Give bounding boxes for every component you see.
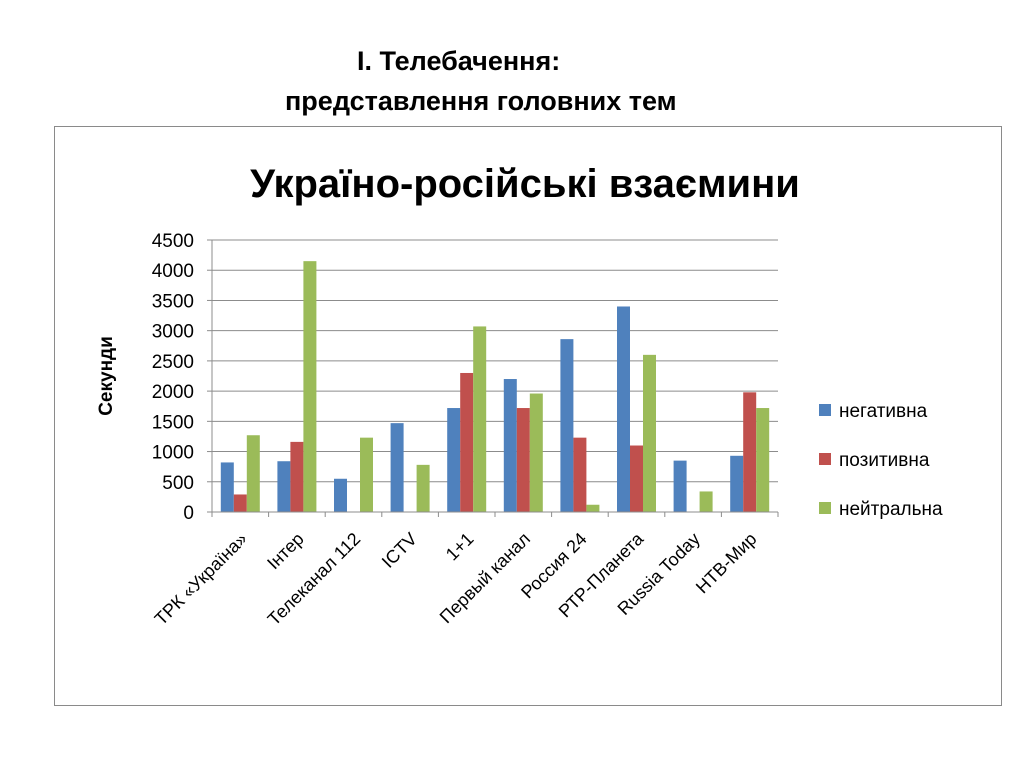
y-tick-label: 1000 <box>152 443 194 464</box>
y-tick-label: 3500 <box>152 291 194 312</box>
bar <box>503 379 517 512</box>
x-tick-label: 1+1 <box>442 529 478 565</box>
bar <box>516 408 530 512</box>
y-tick-label: 4500 <box>152 231 194 252</box>
bar <box>416 464 430 512</box>
x-tick-label: Інтер <box>263 529 308 574</box>
bar <box>220 462 234 512</box>
y-tick-label: 0 <box>183 503 194 524</box>
x-tick-label: ICTV <box>378 529 421 572</box>
bar <box>460 372 474 512</box>
bar <box>529 393 543 512</box>
bar <box>586 504 600 512</box>
legend-swatch <box>819 453 831 465</box>
bar <box>277 461 291 512</box>
bar <box>233 494 247 512</box>
y-tick-label: 2000 <box>152 382 194 403</box>
x-tick-label: НТВ-Мир <box>692 529 761 598</box>
y-axis-label: Секунди <box>96 336 117 416</box>
slide-title-line2: представлення головних тем <box>285 86 677 116</box>
bar <box>699 491 713 512</box>
bar <box>573 437 587 512</box>
y-tick-label: 4000 <box>152 261 194 282</box>
legend-swatch <box>819 404 831 416</box>
y-tick-label: 3000 <box>152 322 194 343</box>
bar <box>617 306 630 512</box>
slide-title: І. Телебачення: представлення головних т… <box>0 0 1024 130</box>
bar <box>290 441 304 512</box>
bar <box>643 354 656 512</box>
y-tick-label: 500 <box>162 473 194 494</box>
legend-swatch <box>819 502 831 514</box>
legend-label: нейтральна <box>839 499 943 520</box>
bar <box>673 460 687 512</box>
y-tick-label: 2500 <box>152 352 194 373</box>
bar <box>447 408 461 512</box>
bar <box>390 423 404 512</box>
y-axis-ticks: 0 500 1000 1500 2000 2500 3000 3500 4000 4500 <box>152 231 212 524</box>
legend-label: позитивна <box>839 450 930 471</box>
bar <box>303 261 317 512</box>
bar <box>360 437 373 512</box>
bar <box>756 408 770 512</box>
bar <box>743 392 757 512</box>
bar <box>730 455 744 512</box>
bar <box>246 435 260 512</box>
bar <box>473 326 487 512</box>
legend: негативна позитивна нейтральна <box>819 401 943 520</box>
legend-label: негативна <box>839 401 928 422</box>
bar <box>560 339 574 512</box>
bar <box>630 445 643 512</box>
bar <box>334 478 347 512</box>
axes <box>211 240 779 517</box>
slide-title-line1: І. Телебачення: <box>357 46 561 76</box>
bars <box>220 261 770 512</box>
chart-title: Україно-російські взаємини <box>250 162 800 206</box>
y-tick-label: 1500 <box>152 412 194 433</box>
x-tick-label: ТРК «Україна» <box>151 529 251 629</box>
